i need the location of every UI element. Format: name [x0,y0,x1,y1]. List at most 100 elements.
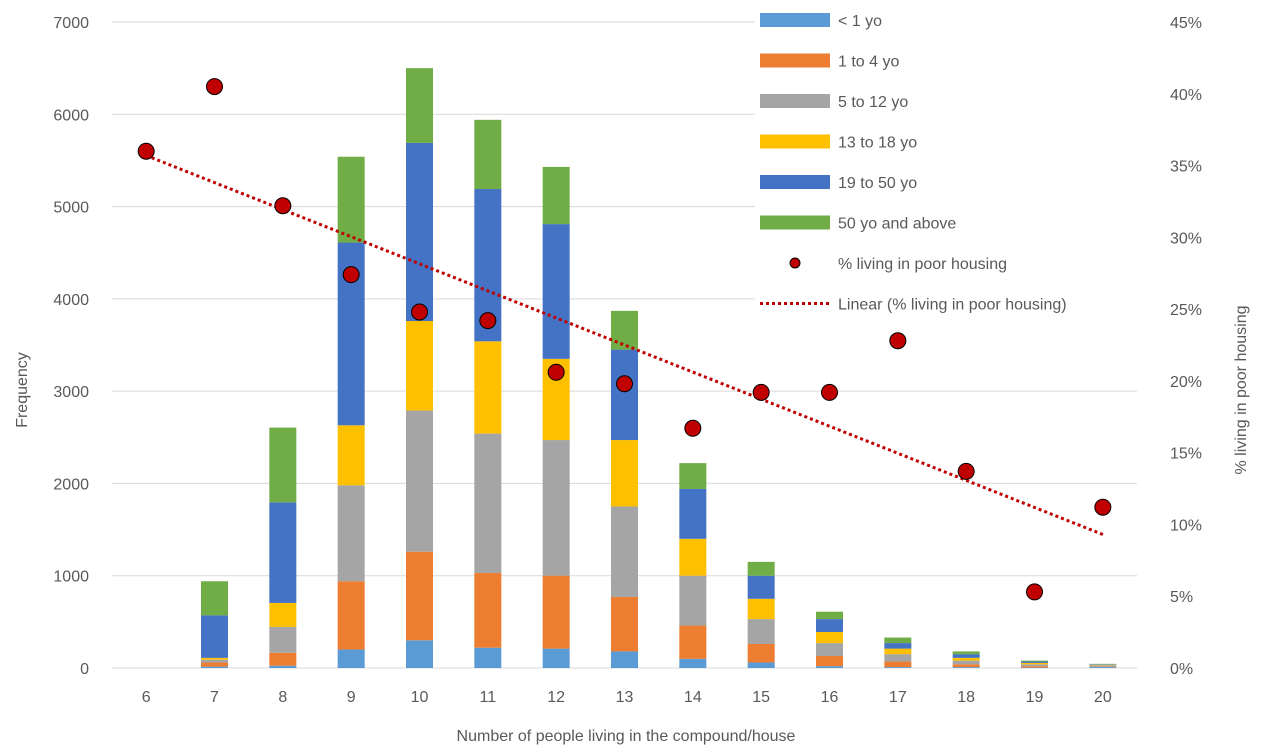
bar-segment [679,463,707,489]
bar-segment [1021,661,1048,663]
y2-tick-label: 25% [1170,302,1202,319]
bar-segment [542,575,570,649]
bar-segment [611,506,638,597]
bar-segment [337,156,365,243]
bar-segment [816,611,843,620]
x-tick-label: 13 [616,689,634,706]
scatter-point [547,363,565,381]
bar-segment [747,598,775,620]
scatter-point [137,142,155,160]
bar-segment [747,644,775,663]
bar-segment [816,619,843,633]
scatter-point [957,462,975,480]
legend: < 1 yo 1 to 4 yo 5 to 12 yo 13 to 18 yo 19 t… [755,0,1138,318]
y2-axis-title: % living in poor housing [1233,306,1250,475]
bar-segment [201,666,228,668]
y-tick-label: 5000 [53,200,89,217]
y-tick-label: 3000 [53,384,89,401]
bar-segment [474,433,502,573]
legend-label: 13 to 18 yo [838,135,917,152]
bar-segment [952,654,980,658]
bar-segment [542,224,570,359]
bar-segment [337,649,365,668]
bar-segment [952,664,980,668]
bar-segment [1021,660,1048,662]
bar-segment [406,640,433,668]
bar-segment [884,648,912,655]
bar-segment [884,661,912,668]
bar-segment [816,666,843,668]
legend-label: 1 to 4 yo [838,54,899,71]
bar-segment [679,575,707,626]
bar-segment [406,142,433,322]
bar-segment [884,667,912,668]
bar-segment [884,637,912,644]
legend-swatch [760,13,830,27]
scatter-points [137,78,1112,601]
legend-label: 19 to 50 yo [838,175,917,192]
bar-segment [474,119,502,190]
scatter-point [684,419,702,437]
bar-segment [406,321,433,411]
bar-segment [201,657,228,660]
bar-segment [611,651,638,668]
bar-segment [269,626,297,653]
bar-segment [884,643,912,649]
bar-segment [337,425,365,486]
scatter-point [479,312,497,330]
bar-segment [474,572,502,648]
bar-segment [269,602,297,627]
bar-segment [1089,667,1117,668]
x-tick-label: 8 [278,689,287,706]
bar-segment [1089,665,1117,667]
x-tick-label: 17 [889,689,907,706]
x-axis-ticks: 6 7 8 9 10 11 12 13 14 15 16 17 18 19 20 [142,689,1112,706]
bar-segment [269,665,297,668]
x-tick-label: 14 [684,689,702,706]
bar-segment [747,662,775,668]
x-tick-label: 20 [1094,689,1112,706]
bar-segment [679,658,707,668]
bar-segment [611,349,638,441]
scatter-point [1094,498,1112,516]
bar-segment [406,410,433,552]
scatter-point [889,332,907,350]
y2-tick-label: 15% [1170,446,1202,463]
bar-segment [816,643,843,657]
x-tick-label: 9 [347,689,356,706]
x-tick-label: 7 [210,689,219,706]
y-tick-label: 2000 [53,476,89,493]
legend-swatch [760,53,830,68]
y2-tick-label: 30% [1170,230,1202,247]
y-tick-label: 4000 [53,292,89,309]
bar-segment [679,538,707,576]
x-axis-title: Number of people living in the compound/… [457,728,796,745]
bar-segment [474,341,502,434]
y-tick-label: 7000 [53,15,89,32]
y-tick-label: 0 [80,661,89,678]
bar-segment [201,615,228,658]
bar-segment [269,652,297,666]
y-tick-label: 6000 [53,107,89,124]
stacked-bars [201,68,1117,668]
bar-segment [952,651,980,655]
bar-segment [1021,662,1048,665]
scatter-point [342,266,360,284]
y2-tick-label: 5% [1170,589,1193,606]
bar-segment [337,581,365,650]
y2-tick-label: 10% [1170,517,1202,534]
x-tick-label: 12 [547,689,565,706]
bar-segment [747,619,775,645]
x-tick-label: 6 [142,689,151,706]
scatter-point [821,383,838,401]
y-tick-label: 1000 [53,569,89,586]
bar-segment [269,502,297,603]
scatter-point [1026,583,1043,601]
legend-swatch [760,215,830,230]
y-axis-ticks: 0 1000 2000 3000 4000 5000 6000 7000 [53,15,89,678]
y2-axis-ticks: 0% 5% 10% 15% 20% 25% 30% 35% 40% 45% [1170,15,1202,678]
y2-tick-label: 45% [1170,15,1202,32]
y2-tick-label: 0% [1170,661,1193,678]
bar-segment [474,647,502,668]
legend-marker [789,257,801,269]
